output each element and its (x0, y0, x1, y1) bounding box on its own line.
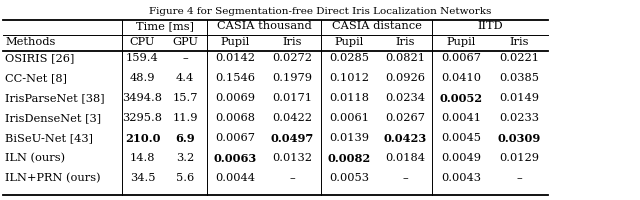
Text: 0.0061: 0.0061 (330, 113, 369, 123)
Text: IITD: IITD (477, 21, 503, 31)
Text: 159.4: 159.4 (126, 53, 159, 63)
Text: –: – (402, 173, 408, 183)
Text: 0.0171: 0.0171 (273, 93, 312, 103)
Text: 3.2: 3.2 (176, 153, 194, 163)
Text: –: – (290, 173, 296, 183)
Text: 4.4: 4.4 (176, 73, 194, 83)
Text: ILN+PRN (ours): ILN+PRN (ours) (5, 173, 100, 183)
Text: 0.0139: 0.0139 (330, 133, 369, 143)
Text: 0.0041: 0.0041 (442, 113, 481, 123)
Text: IrisParseNet [38]: IrisParseNet [38] (5, 93, 104, 103)
Text: 0.0118: 0.0118 (330, 93, 369, 103)
Text: Pupil: Pupil (335, 37, 364, 47)
Text: 0.0272: 0.0272 (273, 53, 312, 63)
Text: BiSeU-Net [43]: BiSeU-Net [43] (5, 133, 93, 143)
Text: 0.0221: 0.0221 (499, 53, 540, 63)
Text: 34.5: 34.5 (130, 173, 156, 183)
Text: 0.0821: 0.0821 (385, 53, 425, 63)
Text: 0.0043: 0.0043 (442, 173, 481, 183)
Text: Pupil: Pupil (447, 37, 476, 47)
Text: 0.0068: 0.0068 (216, 113, 255, 123)
Text: 0.1979: 0.1979 (273, 73, 312, 83)
Text: 0.0422: 0.0422 (273, 113, 312, 123)
Text: OSIRIS [26]: OSIRIS [26] (5, 53, 74, 63)
Text: 14.8: 14.8 (130, 153, 156, 163)
Text: CASIA distance: CASIA distance (332, 21, 421, 31)
Text: 0.0385: 0.0385 (499, 73, 540, 83)
Text: 0.0129: 0.0129 (499, 153, 540, 163)
Text: 0.0233: 0.0233 (499, 113, 540, 123)
Text: 0.0063: 0.0063 (214, 153, 257, 164)
Text: CASIA thousand: CASIA thousand (216, 21, 312, 31)
Text: 0.0309: 0.0309 (498, 133, 541, 144)
Text: 0.0497: 0.0497 (271, 133, 314, 144)
Text: Time [ms]: Time [ms] (136, 21, 193, 31)
Text: 0.0049: 0.0049 (442, 153, 481, 163)
Text: 0.0149: 0.0149 (499, 93, 540, 103)
Text: Methods: Methods (5, 37, 56, 47)
Text: 6.9: 6.9 (175, 133, 195, 144)
Text: 0.0052: 0.0052 (440, 93, 483, 104)
Text: 0.0067: 0.0067 (442, 53, 481, 63)
Text: GPU: GPU (172, 37, 198, 47)
Text: 0.0082: 0.0082 (328, 153, 371, 164)
Text: Iris: Iris (396, 37, 415, 47)
Text: 0.0045: 0.0045 (442, 133, 481, 143)
Text: 0.0044: 0.0044 (216, 173, 255, 183)
Text: 48.9: 48.9 (130, 73, 156, 83)
Text: 0.0069: 0.0069 (216, 93, 255, 103)
Text: Pupil: Pupil (221, 37, 250, 47)
Text: 0.0267: 0.0267 (385, 113, 425, 123)
Text: 3295.8: 3295.8 (122, 113, 163, 123)
Text: 0.0234: 0.0234 (385, 93, 425, 103)
Text: 15.7: 15.7 (172, 93, 198, 103)
Text: 0.0142: 0.0142 (216, 53, 255, 63)
Text: 0.0184: 0.0184 (385, 153, 425, 163)
Text: 0.0132: 0.0132 (273, 153, 312, 163)
Text: 0.0410: 0.0410 (442, 73, 481, 83)
Text: 11.9: 11.9 (172, 113, 198, 123)
Text: Iris: Iris (283, 37, 302, 47)
Text: 210.0: 210.0 (125, 133, 160, 144)
Text: 0.0926: 0.0926 (385, 73, 425, 83)
Text: CC-Net [8]: CC-Net [8] (5, 73, 67, 83)
Text: 3494.8: 3494.8 (122, 93, 163, 103)
Text: 0.1012: 0.1012 (330, 73, 369, 83)
Text: 5.6: 5.6 (176, 173, 194, 183)
Text: Figure 4 for Segmentation-free Direct Iris Localization Networks: Figure 4 for Segmentation-free Direct Ir… (149, 7, 491, 16)
Text: IrisDenseNet [3]: IrisDenseNet [3] (5, 113, 101, 123)
Text: 0.0423: 0.0423 (383, 133, 427, 144)
Text: CPU: CPU (130, 37, 156, 47)
Text: –: – (182, 53, 188, 63)
Text: 0.0285: 0.0285 (330, 53, 369, 63)
Text: Iris: Iris (509, 37, 529, 47)
Text: ILN (ours): ILN (ours) (5, 153, 65, 163)
Text: 0.0067: 0.0067 (216, 133, 255, 143)
Text: –: – (516, 173, 522, 183)
Text: 0.0053: 0.0053 (330, 173, 369, 183)
Text: 0.1546: 0.1546 (216, 73, 255, 83)
